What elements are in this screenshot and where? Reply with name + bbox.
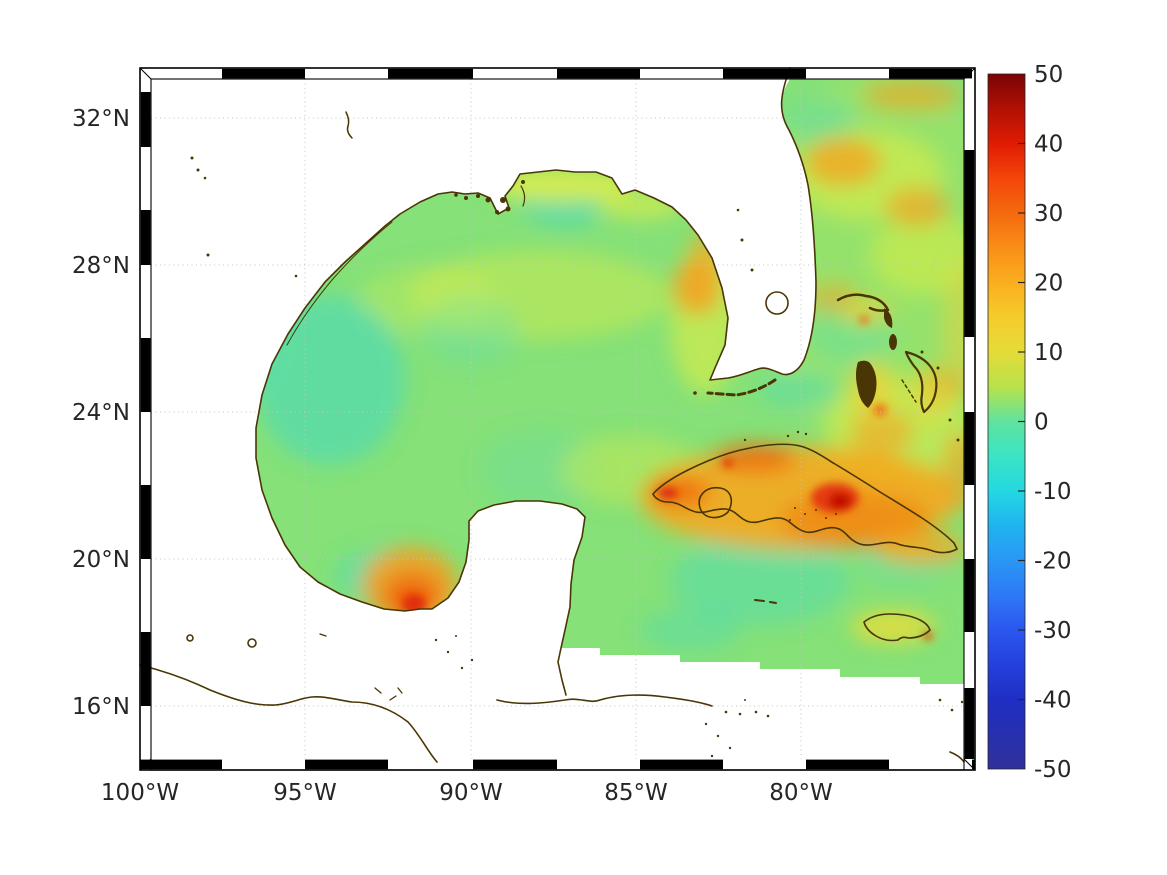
colorbar-tick-label: -20 (1034, 549, 1072, 575)
frame-seg (305, 759, 388, 770)
colorbar-tick-label: 30 (1034, 201, 1063, 227)
lon-tick-label: 85°W (604, 780, 668, 806)
small-island-chain (345, 111, 353, 139)
frame-seg (889, 68, 972, 79)
map-data-field (256, 79, 964, 684)
colorbar-tick-label: -30 (1034, 618, 1072, 644)
cuba-coastline (652, 443, 958, 554)
barrier-islands (286, 221, 393, 346)
pacific-coastline (139, 664, 438, 763)
cayman-islands (754, 599, 777, 604)
mainland-coastline (255, 67, 817, 696)
lake-okeechobee (765, 291, 789, 315)
andros-island (856, 360, 877, 408)
lat-tick-label: 16°N (72, 694, 130, 720)
frame-seg (557, 68, 640, 79)
colorbar-tick-label: 40 (1034, 132, 1063, 158)
frame-seg (140, 92, 151, 147)
graticule (151, 79, 964, 759)
small-island-dots (190, 156, 298, 278)
frame-seg (222, 68, 305, 79)
lat-tick-label: 28°N (72, 253, 130, 279)
isla-juventud (698, 486, 733, 519)
lat-tick-label: 32°N (72, 106, 130, 132)
lon-tick-label: 100°W (101, 780, 179, 806)
frame-seg (640, 759, 723, 770)
colorbar-tick-label: -10 (1034, 479, 1072, 505)
frame-seg (388, 68, 473, 79)
frame-seg (140, 210, 151, 265)
colorbar-ticks (1018, 142, 1025, 701)
dry-tortugas (693, 391, 697, 395)
frame-seg (473, 759, 557, 770)
colorbar: 50 40 30 20 10 0 -10 -20 -30 -40 -50 (987, 62, 1072, 783)
colorbar-tick-label: 50 (1034, 62, 1063, 88)
colorbar-tick-label: -40 (1034, 688, 1072, 714)
colorbar-tick-label: -50 (1034, 757, 1072, 783)
delta-marsh (454, 180, 525, 214)
honduras-coastline (496, 694, 713, 707)
frame-seg (964, 412, 975, 485)
frame-seg (964, 150, 975, 337)
frame-seg (972, 759, 975, 770)
frame-segments (140, 68, 975, 770)
frame-seg (964, 559, 975, 632)
cuba-cays (743, 434, 837, 521)
lon-tick-labels: 100°W 95°W 90°W 85°W 80°W (101, 780, 833, 806)
lon-tick-label: 95°W (273, 780, 337, 806)
lagoon (247, 638, 257, 648)
hispaniola-fragment (949, 751, 965, 763)
chandeleur-arc (520, 185, 526, 207)
frame-seg (140, 338, 151, 412)
lon-tick-label: 80°W (769, 780, 833, 806)
frame-seg (723, 68, 806, 79)
lon-tick-label: 90°W (439, 780, 503, 806)
map-frame (139, 67, 976, 771)
bahamas (796, 293, 960, 442)
caribbean-cays (704, 698, 964, 758)
jamaica-coastline (863, 613, 931, 642)
lat-tick-labels: 32°N 28°N 24°N 20°N 16°N (72, 106, 130, 720)
frame-seg (964, 688, 975, 759)
colorbar-tick-label: 10 (1034, 340, 1063, 366)
frame-seg (140, 632, 151, 706)
lagoon (186, 634, 194, 642)
colorbar-tick-label: 20 (1034, 271, 1063, 297)
lat-tick-label: 24°N (72, 400, 130, 426)
florida-lakes (736, 208, 754, 272)
frame-seg (140, 759, 222, 770)
colorbar-tick-label: 0 (1034, 410, 1049, 436)
eleuthera-hook (904, 350, 938, 414)
colorbar-tick-labels: 50 40 30 20 10 0 -10 -20 -30 -40 -50 (1034, 62, 1072, 783)
frame-seg (806, 759, 889, 770)
coastlines (139, 67, 965, 763)
frame-seg (140, 485, 151, 559)
lat-tick-label: 20°N (72, 547, 130, 573)
florida-keys (706, 378, 777, 397)
